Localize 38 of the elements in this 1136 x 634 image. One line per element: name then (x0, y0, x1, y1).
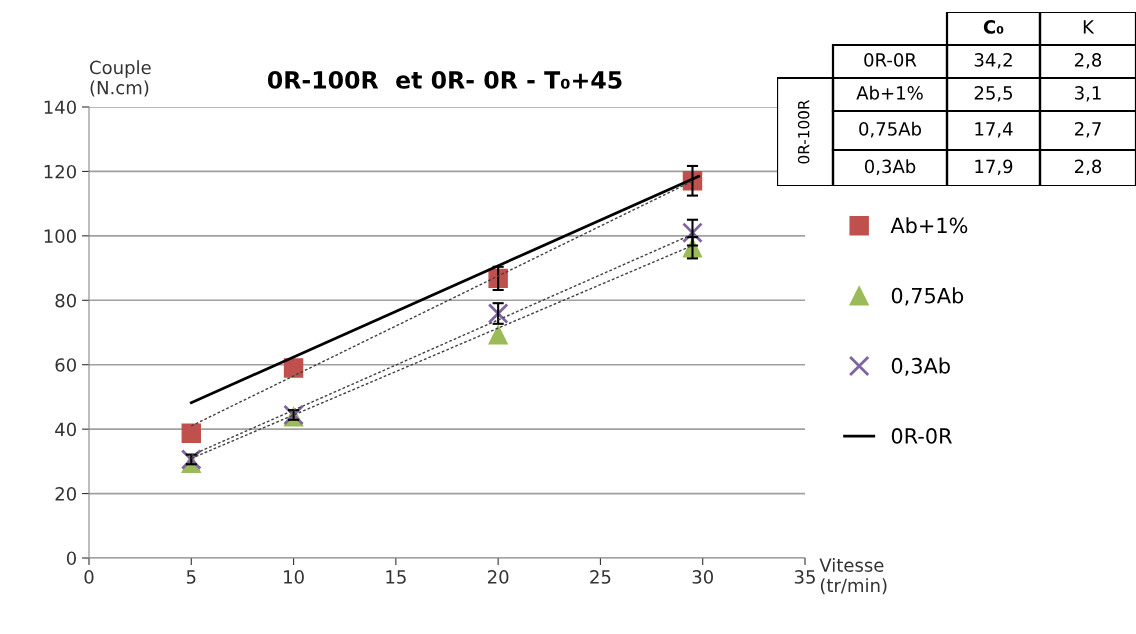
y-tick-label: 60 (55, 358, 76, 372)
y-tick-label: 120 (44, 164, 76, 179)
x-tick-label: 15 (386, 570, 406, 584)
text: 2,8 (1074, 159, 1102, 176)
x-tick-label: 30 (692, 570, 713, 584)
text: 17,4 (975, 122, 1013, 138)
text: 17,9 (975, 159, 1013, 176)
annotation: 0R-100R (797, 99, 810, 164)
y-tick-label: 80 (55, 293, 76, 308)
category-label: 0R-0R (864, 53, 917, 67)
x-tick-label: 35 (794, 570, 815, 584)
category-label: C₀ (983, 20, 1004, 34)
y-tick-label: 40 (55, 422, 76, 437)
category-label: K (1083, 20, 1095, 34)
chart-title: 0R-100R et 0R- 0R - T₀+45 (267, 70, 622, 89)
category-label: 0,3Ab (864, 159, 916, 176)
x-tick-label: 0 (84, 570, 94, 584)
category-label: 0,75Ab (859, 121, 922, 138)
text: 25,5 (974, 86, 1013, 102)
text: 2,7 (1074, 122, 1101, 138)
legend-label: 0,75Ab (891, 287, 964, 306)
legend-label: Ab+1% (890, 217, 968, 234)
y-tick-label: 20 (55, 487, 76, 501)
x-tick-label: 25 (590, 570, 611, 584)
x-axis-title: Vitesse (tr/min) (819, 558, 887, 595)
x-tick-label: 20 (487, 570, 509, 584)
y-axis-title: Couple (N.cm) (90, 60, 151, 97)
text: 2,8 (1074, 53, 1102, 69)
y-tick-label: 100 (44, 229, 76, 243)
legend-label: 0R-0R (891, 428, 952, 444)
y-tick-label: 140 (44, 100, 76, 115)
text: 34,2 (974, 53, 1012, 69)
x-tick-label: 10 (284, 570, 304, 584)
legend-label: 0,3Ab (891, 357, 950, 376)
x-tick-label: 5 (186, 570, 196, 584)
text: 3,1 (1075, 86, 1101, 102)
category-label: Ab+1% (856, 85, 923, 100)
y-tick-label: 0 (66, 551, 76, 566)
